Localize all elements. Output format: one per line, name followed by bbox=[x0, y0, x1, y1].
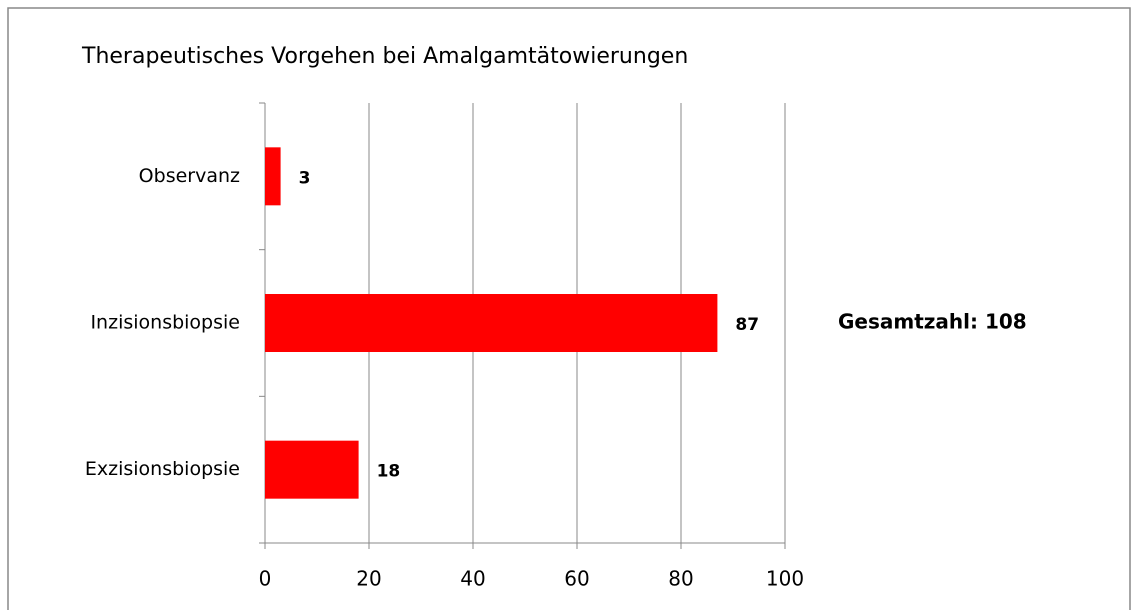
x-tick-label: 20 bbox=[356, 567, 381, 591]
bar bbox=[265, 440, 359, 499]
x-tick-label: 0 bbox=[259, 567, 272, 591]
x-tick-label: 40 bbox=[460, 567, 485, 591]
y-tick-label: Inzisionsbiopsie bbox=[90, 312, 240, 334]
chart-title: Therapeutisches Vorgehen bei Amalgamtäto… bbox=[81, 44, 688, 69]
bar bbox=[265, 147, 281, 206]
y-tick-label: Exzisionsbiopsie bbox=[85, 458, 240, 480]
bar bbox=[265, 294, 718, 352]
data-label: 87 bbox=[735, 315, 759, 335]
x-tick-label: 100 bbox=[766, 567, 804, 591]
x-tick-label: 80 bbox=[668, 567, 693, 591]
data-label: 18 bbox=[377, 462, 401, 482]
data-label: 3 bbox=[299, 168, 311, 188]
annotation: Gesamtzahl: 108 bbox=[838, 310, 1027, 334]
y-tick-label: Observanz bbox=[139, 165, 240, 187]
x-tick-label: 60 bbox=[564, 567, 589, 591]
